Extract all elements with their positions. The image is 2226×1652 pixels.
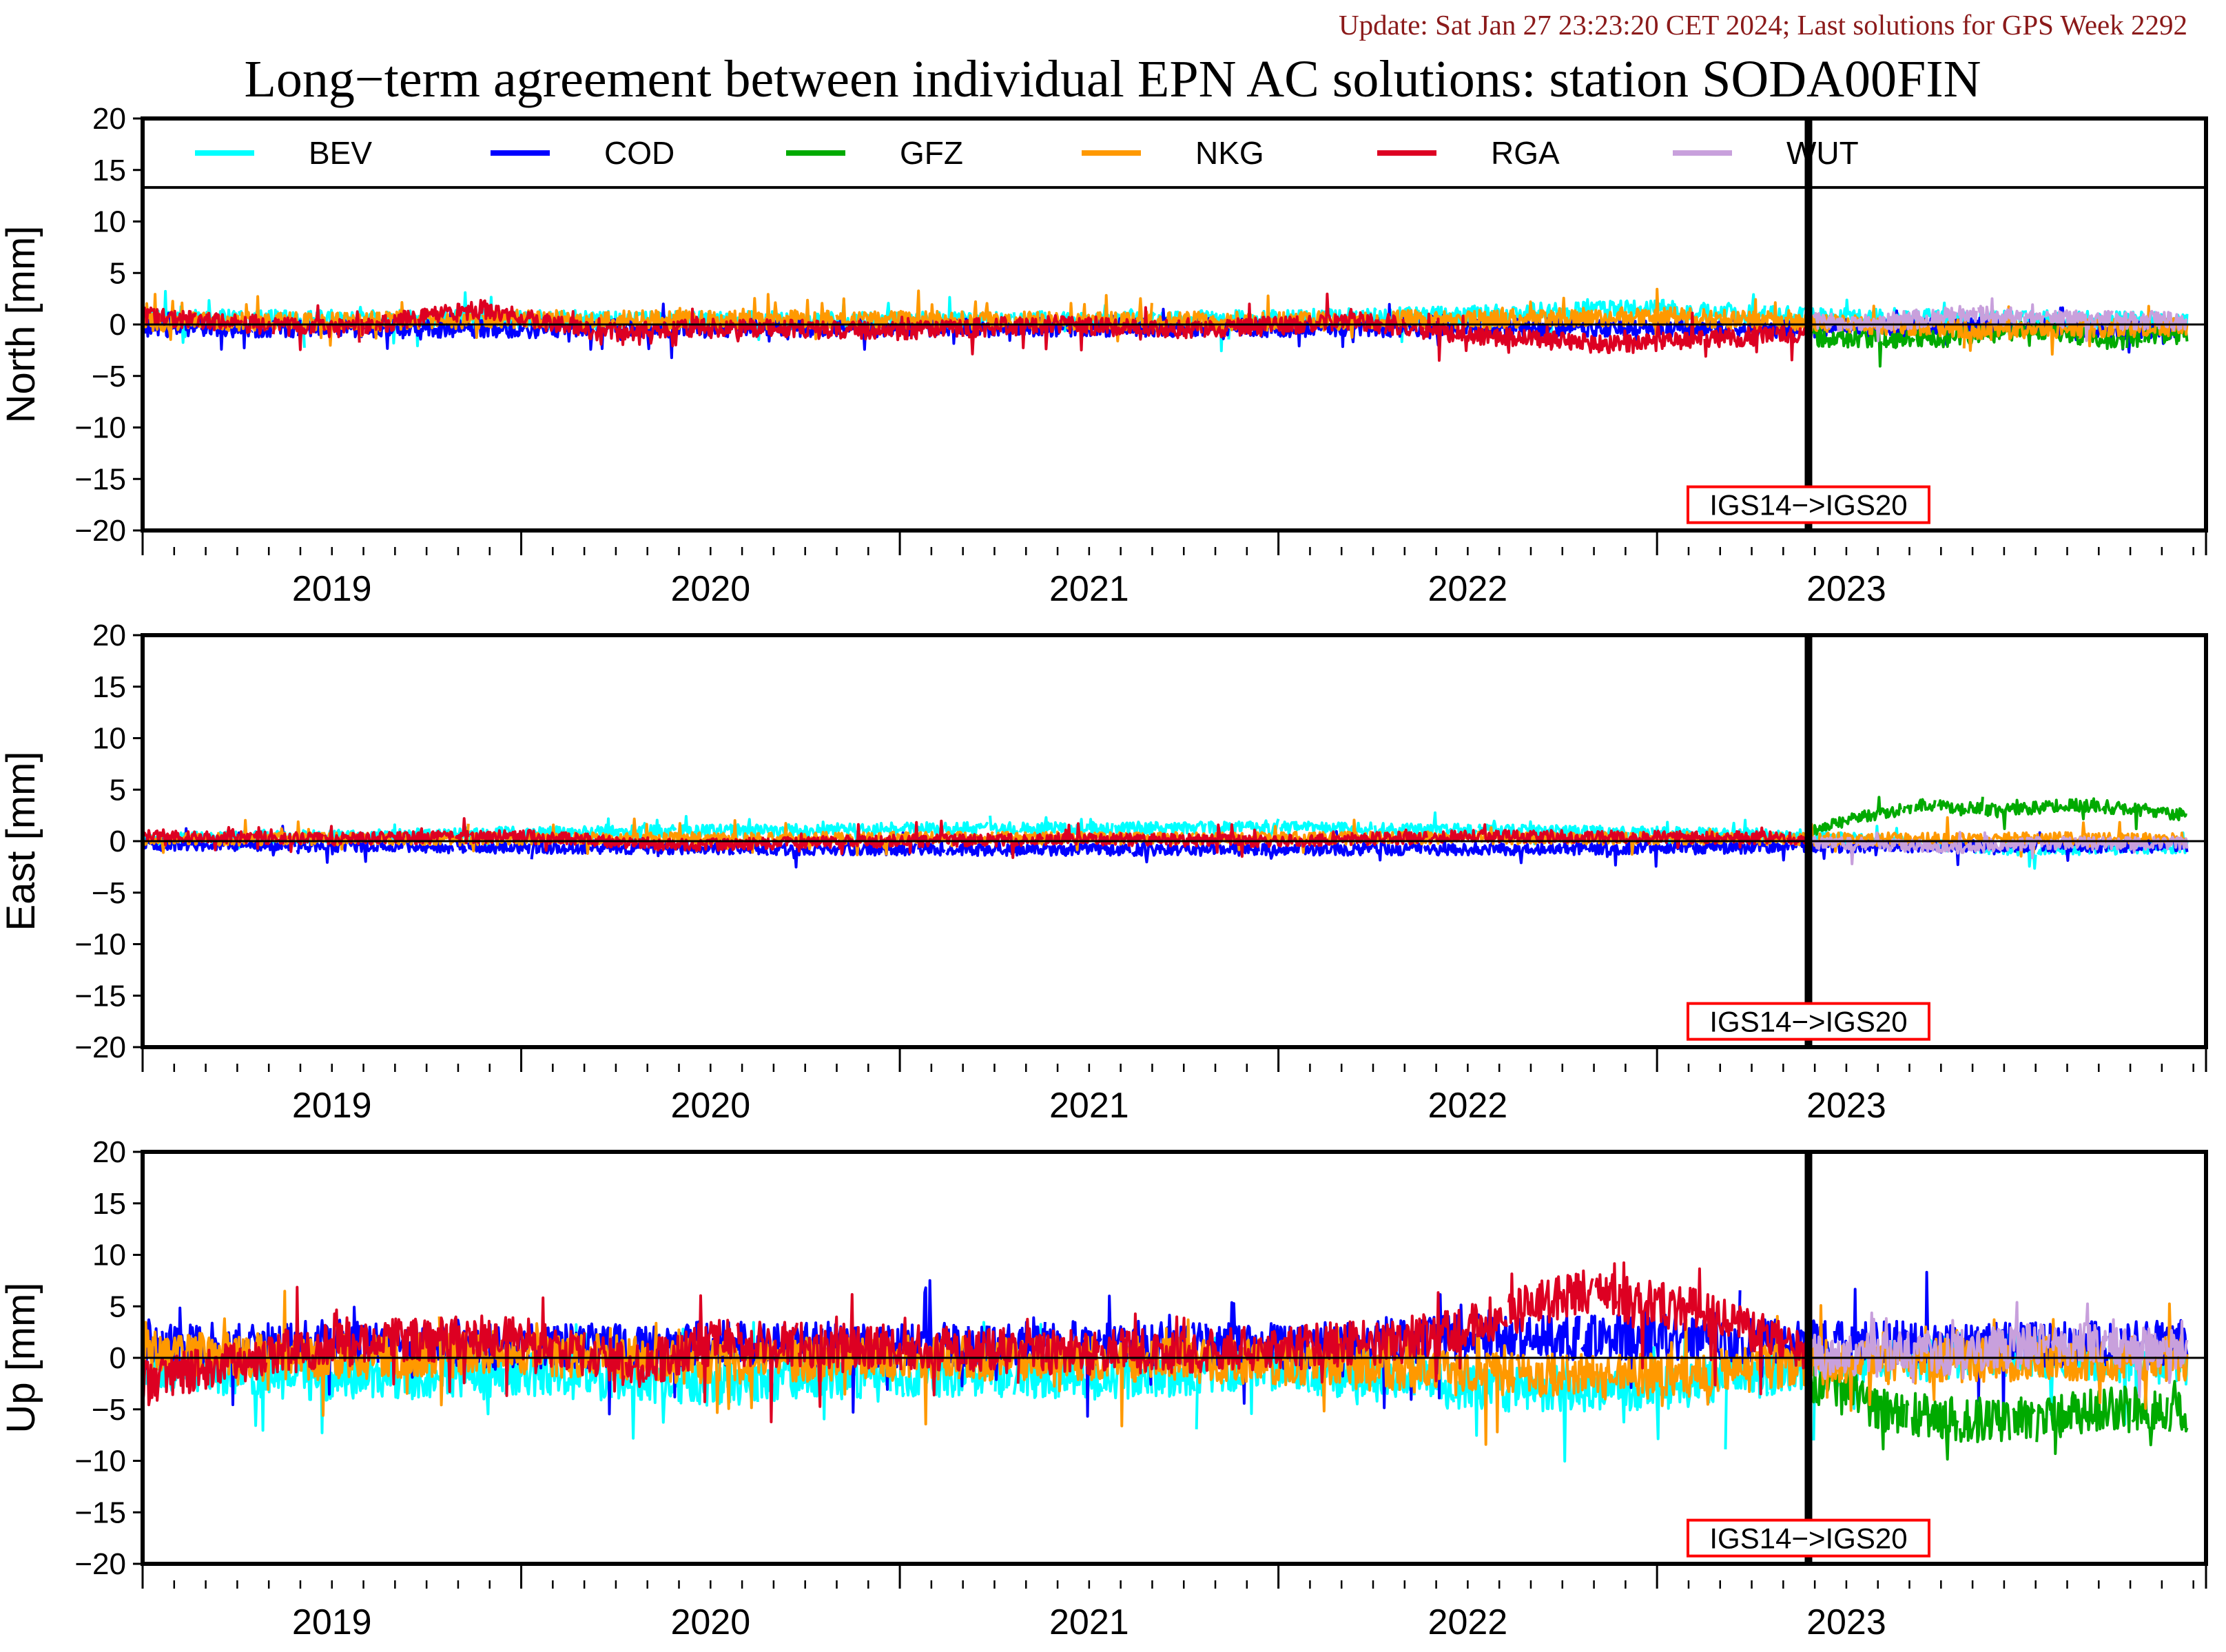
legend-label-rga: RGA (1491, 135, 1560, 171)
x-tick-label: 2023 (1806, 569, 1886, 609)
legend-label-bev: BEV (309, 135, 372, 171)
legend-label-wut: WUT (1786, 135, 1859, 171)
y-tick-label: −15 (74, 979, 126, 1013)
y-tick-label: −20 (74, 1031, 126, 1064)
frame-change-annotation-box (1686, 485, 1930, 524)
series-group (143, 1261, 2189, 1463)
y-tick-label: 10 (92, 722, 126, 756)
y-tick-label: 20 (92, 102, 126, 136)
series-line-gfz (1807, 1360, 2189, 1461)
x-tick-label: 2021 (1049, 1602, 1129, 1642)
series-line-gfz (1807, 796, 2187, 836)
legend-label-nkg: NKG (1195, 135, 1264, 171)
x-tick-label: 2021 (1049, 1086, 1129, 1126)
legend-label-gfz: GFZ (900, 135, 963, 171)
frame-change-annotation: IGS14−>IGS20 (1709, 489, 1907, 522)
y-tick-label: −5 (92, 1393, 126, 1427)
x-tick-label: 2023 (1806, 1602, 1886, 1642)
series-group (143, 796, 2189, 870)
y-tick-label: 5 (110, 1290, 126, 1323)
frame-change-annotation: IGS14−>IGS20 (1709, 1522, 1907, 1555)
x-tick-label: 2019 (292, 1602, 372, 1642)
y-tick-label: 20 (92, 619, 126, 652)
series-line-wut (1807, 1301, 2189, 1399)
y-tick-label: 5 (110, 773, 126, 807)
y-tick-label: 5 (110, 256, 126, 290)
figure-title: Long−term agreement between individual E… (244, 50, 1981, 108)
legend-background (143, 118, 2206, 188)
y-tick-label: 0 (110, 1341, 126, 1375)
series-group (143, 287, 2187, 368)
y-tick-label: 15 (92, 154, 126, 187)
y-axis-label: Up [mm] (0, 1282, 43, 1433)
x-tick-label: 2019 (292, 1086, 372, 1126)
y-axis-label: North [mm] (0, 226, 43, 424)
y-tick-label: 20 (92, 1135, 126, 1169)
series-line-rga (143, 292, 1810, 362)
y-tick-label: −10 (74, 928, 126, 962)
y-tick-label: −20 (74, 1547, 126, 1581)
y-tick-label: −10 (74, 411, 126, 445)
x-tick-label: 2020 (670, 1602, 750, 1642)
frame-change-annotation-box (1686, 1002, 1930, 1041)
x-tick-label: 2022 (1428, 1602, 1508, 1642)
x-tick-label: 2021 (1049, 569, 1129, 609)
y-tick-label: −15 (74, 462, 126, 496)
y-tick-label: 0 (110, 308, 126, 342)
y-tick-label: 10 (92, 1239, 126, 1272)
update-timestamp: Update: Sat Jan 27 23:23:20 CET 2024; La… (1339, 9, 2187, 41)
y-tick-label: 10 (92, 205, 126, 239)
legend-label-cod: COD (604, 135, 674, 171)
x-tick-label: 2019 (292, 569, 372, 609)
panel-up: IGS14−>IGS20 20 15 10 5 0 −5 −10 −15 −20 Up [mm] 20… (0, 1135, 2208, 1642)
y-tick-label: 0 (110, 825, 126, 858)
frame-change-annotation-box (1686, 1518, 1930, 1558)
x-tick-label: 2022 (1428, 569, 1508, 609)
x-tick-label: 2023 (1806, 1086, 1886, 1126)
x-tick-label: 2020 (670, 569, 750, 609)
panel-north: BEV COD GFZ NKG RGA WUT IGS14−>IGS20 20 15 10 5 0 −5… (0, 102, 2208, 609)
y-tick-label: 15 (92, 670, 126, 704)
y-tick-label: 15 (92, 1187, 126, 1221)
series-line-wut (1807, 831, 2189, 865)
panel-east: IGS14−>IGS20 20 15 10 5 0 −5 −10 −15 −20 East [mm]… (0, 619, 2208, 1126)
panels: BEV COD GFZ NKG RGA WUT IGS14−>IGS20 20 15 10 5 0 −5… (0, 102, 2208, 1642)
y-tick-label: −5 (92, 360, 126, 393)
y-tick-label: −15 (74, 1496, 126, 1529)
x-tick-label: 2022 (1428, 1086, 1508, 1126)
frame-change-annotation: IGS14−>IGS20 (1709, 1006, 1907, 1038)
y-axis-label: East [mm] (0, 751, 43, 931)
y-tick-label: −20 (74, 514, 126, 548)
y-tick-label: −10 (74, 1445, 126, 1478)
x-tick-label: 2020 (670, 1086, 750, 1126)
y-tick-label: −5 (92, 876, 126, 910)
